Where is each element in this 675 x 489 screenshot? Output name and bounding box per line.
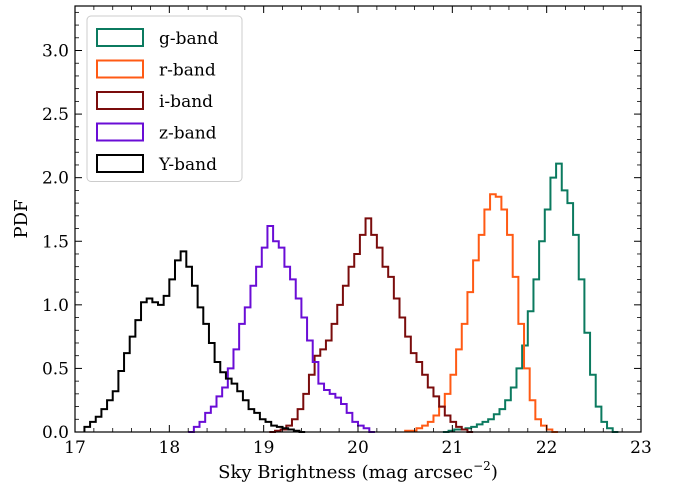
x-tick-label: 19 — [253, 438, 275, 458]
y-axis-label: PDF — [11, 199, 32, 238]
x-axis-label-exponent: −2 — [473, 459, 491, 473]
x-tick-label: 22 — [536, 438, 558, 458]
legend-swatch-z-band — [96, 122, 144, 142]
legend-label-y-band: Y-band — [158, 155, 217, 175]
legend: g-band r-band i-band z-band Y-band — [86, 15, 243, 182]
histogram-g-band — [442, 162, 619, 433]
legend-swatch-r-band — [96, 59, 144, 79]
histogram-z-band — [188, 224, 375, 433]
y-tick-label: 1.5 — [42, 232, 69, 252]
y-tick-label: 3.0 — [42, 42, 69, 62]
legend-swatch-y-band — [96, 154, 144, 173]
legend-label-z-band: z-band — [159, 124, 217, 144]
y-tick-label: 0.0 — [42, 423, 69, 443]
y-tick-label: 2.5 — [42, 105, 69, 125]
histogram-i-band — [269, 217, 474, 433]
legend-label-g-band: g-band — [159, 29, 219, 49]
x-tick-label: 23 — [630, 438, 652, 458]
legend-swatch-g-band — [96, 28, 144, 47]
x-tick-label: 17 — [64, 438, 86, 458]
x-tick-label: 20 — [347, 438, 369, 458]
x-tick-label: 18 — [159, 438, 181, 458]
legend-swatch-i-band — [96, 91, 144, 110]
plot-area — [83, 162, 619, 433]
histogram-r-band — [404, 193, 558, 433]
histogram-y-band — [83, 250, 306, 433]
legend-label-i-band: i-band — [159, 92, 213, 112]
series-layer — [83, 162, 619, 433]
x-tick-label: 21 — [442, 438, 464, 458]
y-tick-label: 1.0 — [42, 296, 69, 316]
y-tick-label: 0.5 — [42, 359, 69, 379]
ticks-layer: 17 18 19 20 21 22 23 0.0 0.5 1.0 1.5 2.0 2.5 3.0 — [42, 6, 652, 458]
y-tick-label: 2.0 — [42, 169, 69, 189]
x-axis-label: Sky Brightness (mag arcsec−2) — [218, 459, 498, 483]
legend-label-r-band: r-band — [159, 61, 216, 81]
